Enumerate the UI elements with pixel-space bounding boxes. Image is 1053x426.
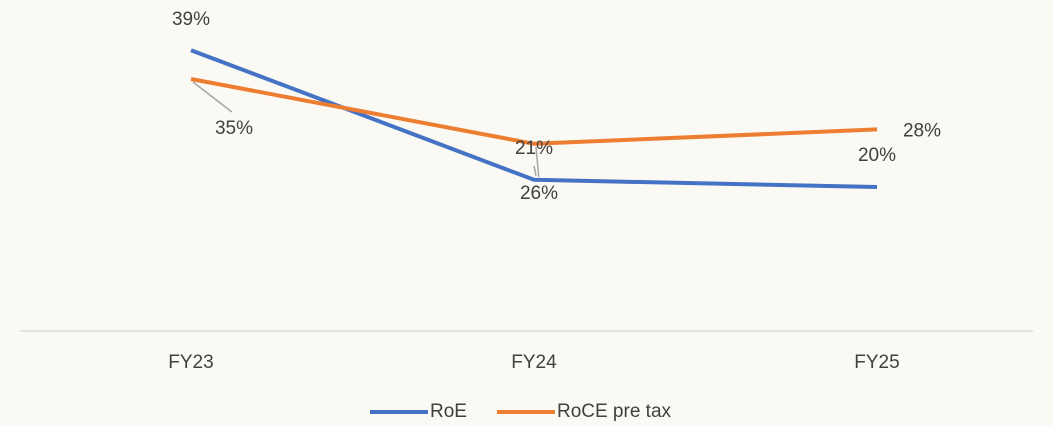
series-line [190, 77, 878, 146]
leader-line [533, 165, 537, 176]
x-tick-label: FY25 [854, 352, 899, 373]
legend-label: RoE [430, 401, 467, 422]
data-label: 20% [858, 145, 896, 166]
x-tick-label: FY23 [168, 352, 213, 373]
leader-line [192, 81, 233, 113]
data-label: 39% [172, 9, 210, 30]
series-line [190, 48, 878, 189]
leader-line [535, 146, 540, 177]
data-label: 28% [903, 120, 941, 141]
legend-label: RoCE pre tax [557, 401, 672, 422]
x-tick-label: FY24 [511, 352, 557, 373]
data-label: 21% [515, 138, 553, 159]
data-label: 26% [520, 183, 558, 204]
data-label: 35% [215, 118, 253, 139]
